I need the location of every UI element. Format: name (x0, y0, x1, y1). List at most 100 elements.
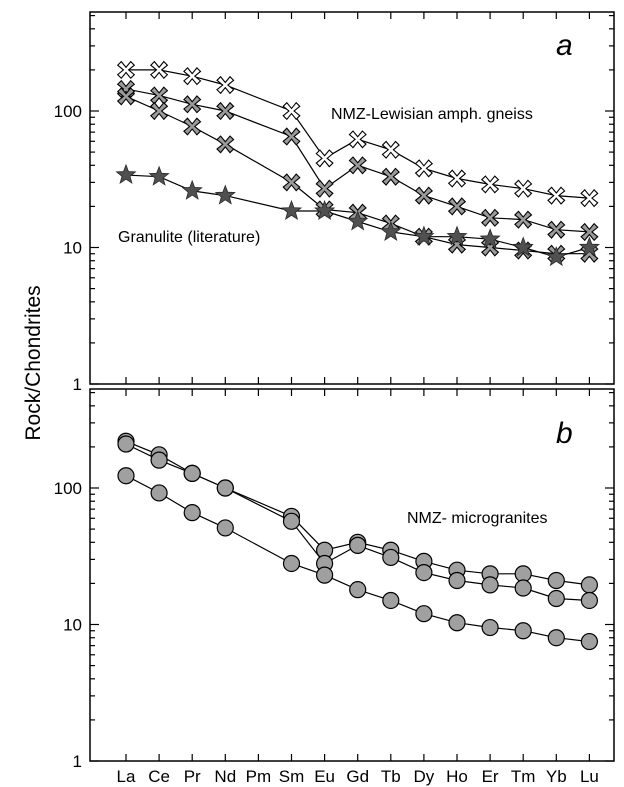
data-point-circle (117, 435, 135, 453)
panel-b-markers (117, 432, 599, 651)
x-tick-label: Pm (246, 767, 272, 786)
data-point-circle (448, 571, 466, 590)
y-tick-label: 1 (73, 752, 82, 771)
annotation-gneiss: NMZ-Lewisian amph. gneiss (331, 106, 533, 123)
data-point-x-dark (216, 135, 235, 154)
x-axis-tick-labels: La Ce Pr Nd Pm Sm Eu Gd Tb Dy Ho Er Tm Yb Lu (117, 767, 599, 786)
x-tick-label: Dy (414, 767, 435, 786)
series-line (126, 69, 590, 199)
data-point-star (280, 199, 303, 221)
panel-b-letter: b (556, 417, 573, 450)
data-point-circle (183, 464, 201, 482)
data-point-circle (382, 548, 400, 567)
data-point-x-light (348, 130, 367, 149)
data-point-star (578, 236, 600, 257)
data-point-x-light (216, 75, 235, 95)
y-tick-label: 100 (54, 479, 82, 498)
series-line (125, 475, 590, 643)
data-point-x-dark (282, 127, 301, 146)
data-point-star (314, 199, 336, 221)
data-point-x-dark (315, 179, 334, 198)
data-point-x-dark (514, 210, 533, 229)
data-point-circle (580, 591, 599, 610)
y-tick-label: 10 (63, 616, 82, 635)
y-tick-label: 100 (54, 102, 82, 121)
data-point-x-dark (348, 156, 367, 175)
data-point-x-light (480, 175, 500, 194)
x-tick-label: Tm (511, 767, 536, 786)
data-point-circle (514, 579, 532, 597)
data-point-x-dark (480, 208, 500, 227)
x-tick-label: Er (482, 767, 499, 786)
data-point-circle (282, 554, 301, 573)
data-point-x-light (514, 179, 533, 198)
data-point-circle (481, 576, 499, 594)
data-point-x-light (381, 140, 400, 159)
data-point-star (115, 163, 137, 184)
x-tick-label: Pr (184, 767, 201, 786)
data-point-circle (580, 632, 599, 651)
data-point-star (181, 179, 203, 200)
data-point-circle (183, 504, 201, 522)
panel-a-markers (115, 60, 600, 267)
data-point-circle (150, 451, 168, 469)
data-point-star (347, 210, 369, 231)
x-tick-label: Yb (546, 767, 567, 786)
data-point-circle (316, 566, 334, 584)
data-point-circle (382, 591, 400, 610)
annotation-micrograuites: NMZ- microgranites (407, 510, 547, 527)
x-tick-label: Eu (314, 767, 335, 786)
data-point-x-dark (116, 87, 136, 106)
data-point-x-dark (580, 222, 599, 242)
data-point-circle (349, 536, 367, 554)
data-point-star (413, 225, 435, 246)
data-point-circle (349, 581, 367, 599)
x-tick-label: Gd (346, 767, 369, 786)
data-point-circle (216, 519, 234, 537)
data-point-star (479, 228, 501, 249)
data-point-x-dark (216, 101, 235, 121)
panel-b-frame (89, 388, 615, 762)
data-point-circle (415, 605, 433, 623)
y-axis-label: Rock/Chondrites (22, 285, 45, 440)
panel-a-frame (89, 11, 615, 385)
data-point-circle (117, 467, 135, 485)
data-point-x-light (183, 67, 202, 86)
series-line (125, 88, 590, 233)
data-point-circle (580, 576, 599, 594)
panel-a-letter: a (556, 29, 573, 62)
annotation-granulite: Granulite (literature) (118, 229, 260, 246)
x-tick-label: Lu (580, 767, 599, 786)
data-point-x-light (116, 60, 136, 80)
data-point-star (214, 184, 236, 205)
data-point-x-dark (381, 167, 400, 186)
x-tick-label: Sm (279, 767, 305, 786)
data-point-x-dark (414, 186, 434, 205)
data-point-x-light (580, 189, 599, 208)
data-point-circle (282, 512, 301, 530)
data-point-x-light (315, 149, 334, 168)
data-point-x-dark (447, 197, 467, 216)
data-point-circle (481, 618, 499, 637)
data-point-circle (415, 564, 433, 582)
panel-b-axes: 1 10 100 (54, 389, 614, 771)
data-point-circle (216, 479, 234, 497)
x-tick-label: Ho (446, 767, 468, 786)
data-point-circle (514, 622, 532, 640)
data-point-circle (448, 614, 466, 632)
data-point-x-light (447, 169, 467, 188)
panel-a: 1 10 100 a NMZ-Lewisian amph. gneiss Granu… (54, 11, 615, 394)
data-point-x-dark (183, 95, 202, 114)
data-point-x-light (414, 159, 434, 178)
data-point-circle (547, 589, 565, 608)
x-tick-label: La (117, 767, 136, 786)
data-point-x-dark (183, 117, 202, 136)
data-point-circle (150, 484, 168, 502)
data-point-circle (547, 571, 565, 590)
data-point-x-light (282, 101, 301, 121)
y-tick-label: 10 (63, 239, 82, 258)
data-point-star (446, 225, 468, 246)
data-point-star (545, 245, 567, 267)
data-point-star (380, 220, 402, 241)
data-point-x-light (547, 186, 566, 205)
